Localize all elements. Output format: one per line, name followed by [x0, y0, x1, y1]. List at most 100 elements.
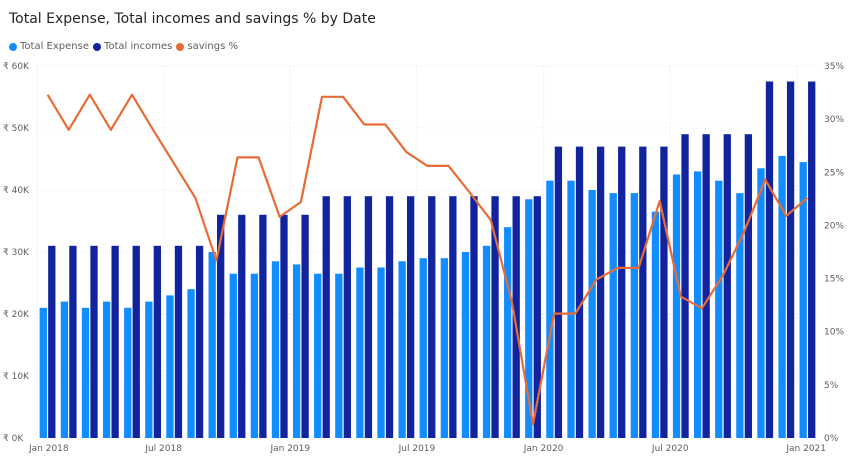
x-tick-label: Jul 2018	[144, 444, 182, 454]
y-left-tick-label: ₹ 30K	[3, 248, 30, 258]
chart-title: Total Expense, Total incomes and savings…	[9, 11, 376, 27]
y-right-tick-label: 10%	[824, 328, 844, 338]
bar-total-expense	[166, 295, 174, 438]
bar-total-expense	[81, 307, 90, 438]
bar-total-incomes	[618, 146, 626, 438]
legend-item-total-expense[interactable]: Total Expense	[9, 41, 89, 52]
y-left-tick-label: ₹ 40K	[3, 186, 30, 196]
bar-total-expense	[208, 252, 216, 438]
legend-marker-total-expense	[9, 42, 17, 51]
bar-total-incomes	[470, 196, 478, 438]
bar-total-incomes	[153, 245, 161, 438]
bar-total-expense	[356, 267, 364, 438]
bar-total-expense	[799, 162, 807, 438]
bar-total-expense	[567, 180, 575, 438]
bar-total-expense	[736, 193, 744, 438]
line-savings	[46, 93, 809, 426]
legend-item-total-incomes[interactable]: Total incomes	[92, 41, 173, 52]
bar-total-incomes	[639, 146, 647, 438]
bar-total-expense	[630, 193, 638, 438]
x-tick-label: Jul 2019	[398, 444, 436, 454]
bar-total-incomes	[111, 245, 119, 438]
bar-total-incomes	[406, 196, 415, 438]
bar-total-expense	[440, 258, 449, 438]
y-right-tick-label: 0%	[824, 434, 839, 444]
legend-label-total-incomes: Total incomes	[103, 41, 173, 52]
bar-total-incomes	[174, 245, 183, 438]
y-right-tick-label: 20%	[824, 221, 844, 231]
bar-total-incomes	[554, 146, 563, 438]
y-left-tick-label: ₹ 20K	[3, 310, 30, 320]
bar-total-incomes	[217, 214, 225, 438]
bar-total-expense	[757, 168, 765, 439]
bar-total-expense	[651, 211, 660, 438]
bar-total-expense	[102, 301, 111, 438]
bar-total-expense	[461, 252, 470, 438]
legend-marker-total-incomes	[92, 42, 101, 51]
bar-total-incomes	[512, 196, 520, 438]
y-right-tick-label: 35%	[824, 62, 844, 72]
x-tick-label: Jan 2020	[523, 444, 564, 454]
x-tick-label: Jul 2020	[651, 444, 689, 454]
y-left-tick-label: ₹ 10K	[3, 372, 30, 382]
y-left-tick-label: ₹ 0K	[3, 434, 24, 444]
bar-total-expense	[314, 273, 322, 438]
bar-total-expense	[60, 301, 69, 438]
y-left-tick-label: ₹ 60K	[3, 62, 30, 72]
bar-total-incomes	[681, 134, 689, 438]
bar-total-expense	[187, 289, 195, 438]
bar-total-expense	[250, 273, 259, 438]
bar-total-incomes	[660, 146, 668, 438]
bar-total-incomes	[364, 196, 373, 438]
bar-total-incomes	[744, 134, 753, 438]
legend: Total Expense Total incomes savings %	[9, 41, 242, 52]
bar-total-expense	[419, 258, 427, 438]
bar-total-incomes	[322, 196, 330, 438]
y-right-tick-label: 25%	[824, 168, 844, 178]
bar-total-incomes	[808, 81, 816, 438]
legend-label-total-expense: Total Expense	[20, 41, 89, 52]
y-right-tick-label: 30%	[824, 115, 844, 125]
bar-total-expense	[588, 190, 596, 438]
bar-total-incomes	[48, 245, 56, 438]
bar-total-expense	[398, 261, 406, 438]
y-left-tick-label: ₹ 50K	[3, 124, 30, 134]
bar-total-incomes	[575, 146, 584, 438]
bar-total-expense	[229, 273, 237, 438]
bar-total-expense	[271, 261, 280, 438]
legend-label-savings: savings %	[187, 41, 238, 52]
x-tick-label: Jan 2021	[785, 444, 826, 454]
bar-total-incomes	[702, 134, 710, 438]
bar-total-expense	[377, 267, 385, 438]
bar-total-expense	[145, 301, 153, 438]
bar-total-incomes	[69, 245, 77, 438]
bar-total-expense	[672, 174, 681, 438]
x-tick-label: Jan 2018	[28, 444, 69, 454]
bar-total-incomes	[765, 81, 774, 438]
bar-total-incomes	[786, 81, 795, 438]
bar-total-expense	[124, 307, 132, 438]
bar-total-incomes	[132, 245, 140, 438]
bar-total-expense	[335, 273, 343, 438]
bar-total-incomes	[428, 196, 436, 438]
bar-total-expense	[778, 155, 786, 438]
y-right-tick-label: 5%	[824, 381, 839, 391]
legend-marker-savings	[176, 42, 185, 51]
bar-total-incomes	[280, 214, 288, 438]
legend-item-savings[interactable]: savings %	[176, 41, 238, 52]
bar-total-incomes	[195, 245, 204, 438]
bar-total-expense	[482, 245, 491, 438]
bar-total-expense	[546, 180, 554, 438]
bar-total-incomes	[343, 196, 351, 438]
bar-total-incomes	[533, 196, 541, 438]
bar-total-incomes	[259, 214, 267, 438]
y-right-tick-label: 15%	[824, 275, 844, 285]
bar-total-expense	[525, 199, 533, 438]
bar-total-incomes	[238, 214, 246, 438]
bar-total-expense	[39, 307, 47, 438]
bar-total-incomes	[723, 134, 731, 438]
bar-total-incomes	[491, 196, 499, 438]
bar-total-incomes	[385, 196, 394, 438]
bar-total-incomes	[90, 245, 98, 438]
